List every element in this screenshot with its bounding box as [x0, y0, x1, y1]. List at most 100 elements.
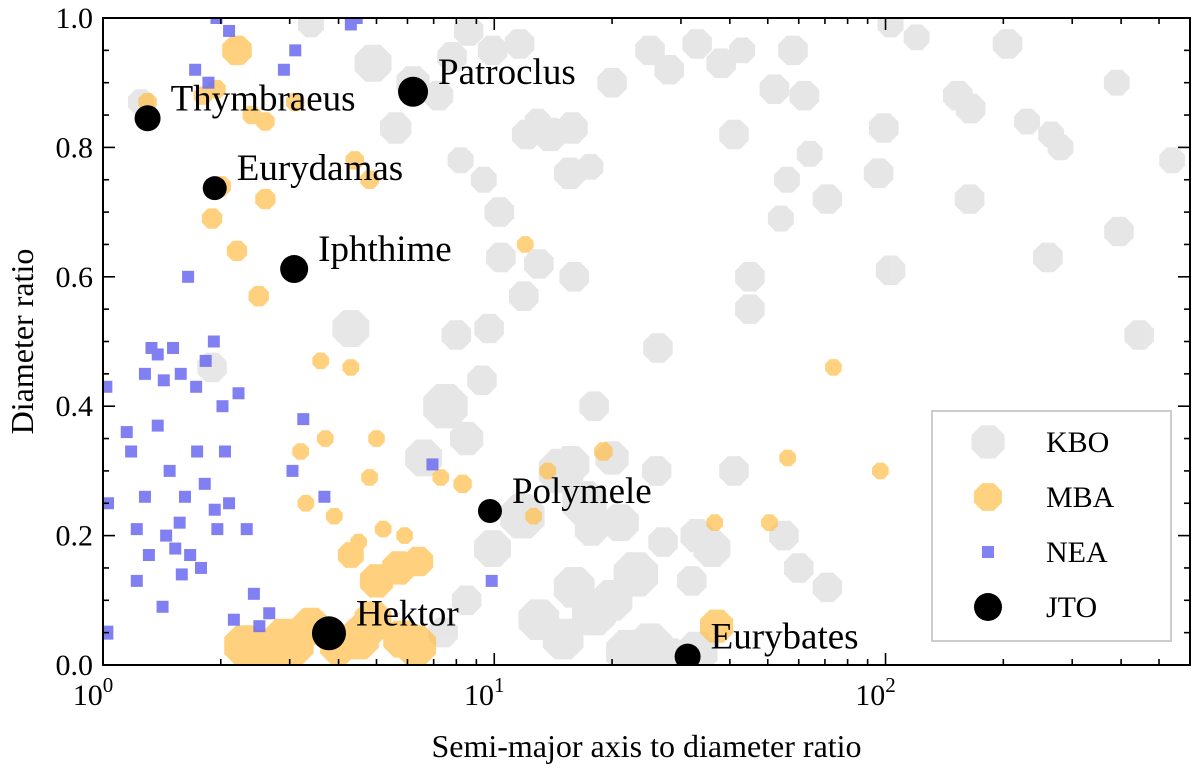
y-tick-label: 0.8	[56, 131, 94, 164]
kbo-point	[1033, 242, 1063, 273]
legend-label-mba: MBA	[1046, 481, 1115, 514]
kbo-point	[441, 320, 472, 350]
kbo-point	[453, 18, 484, 46]
kbo-point	[769, 520, 799, 551]
mba-point	[361, 469, 378, 486]
nea-point	[227, 613, 240, 626]
nea-point	[130, 523, 143, 536]
mba-point	[825, 359, 842, 376]
kbo-point	[423, 80, 454, 111]
mba-point	[594, 442, 613, 461]
nea-point	[130, 574, 143, 587]
kbo-point	[500, 494, 545, 539]
jto-label: Eurybates	[711, 617, 859, 658]
kbo-point	[542, 618, 584, 660]
kbo-point	[579, 391, 609, 421]
nea-series	[103, 18, 498, 640]
mba-point	[201, 208, 223, 229]
kbo-point	[654, 55, 684, 85]
nea-point	[350, 18, 363, 24]
mba-point	[700, 609, 734, 643]
mba-point	[395, 625, 437, 665]
mba-point	[539, 462, 557, 480]
jto-label: Patroclus	[438, 52, 576, 93]
nea-point	[173, 516, 186, 529]
axis-ticks	[102, 17, 1191, 666]
kbo-point	[812, 184, 843, 214]
legend: KBO MBA NEA JTO	[931, 410, 1172, 642]
kbo-point	[1159, 147, 1185, 174]
nea-point	[169, 542, 182, 555]
nea-point	[178, 490, 191, 503]
kbo-point	[437, 42, 467, 72]
mba-point	[396, 527, 413, 544]
y-tick-label: 0.2	[56, 520, 94, 553]
nea-point	[191, 445, 204, 458]
mba-point	[312, 352, 329, 370]
kbo-point	[682, 29, 712, 59]
nea-point	[240, 523, 253, 536]
jto-point	[280, 255, 309, 284]
kbo-point	[591, 580, 633, 621]
nea-point	[189, 63, 202, 76]
nea-point	[184, 549, 197, 562]
kbo-point	[524, 249, 554, 279]
jto-label: Polymele	[512, 471, 652, 512]
jto-point	[202, 176, 227, 201]
nea-point	[208, 503, 221, 516]
x-tick-label: 101	[464, 673, 505, 712]
nea-point	[142, 549, 155, 562]
jto-point	[311, 616, 346, 651]
nea-point	[218, 445, 231, 458]
nea-point	[198, 477, 211, 490]
kbo-point	[729, 37, 756, 64]
kbo-point	[1014, 108, 1040, 135]
nea-point	[199, 354, 212, 367]
kbo-point	[477, 35, 508, 66]
mba-point	[297, 494, 315, 512]
kbo-point	[559, 262, 589, 292]
nea-point	[138, 367, 151, 380]
x-axis-title: Semi-major axis to diameter ratio	[431, 728, 861, 764]
kbo-point	[643, 333, 673, 363]
mba-series	[138, 35, 889, 665]
mba-point	[368, 430, 385, 447]
kbo-point	[706, 48, 736, 79]
kbo-point	[1047, 134, 1074, 161]
kbo-point	[796, 140, 823, 167]
kbo-point	[504, 29, 535, 59]
nea-point	[167, 341, 180, 354]
nea-point	[120, 426, 133, 439]
nea-point	[163, 464, 176, 477]
y-axis-title: Diameter ratio	[4, 249, 40, 435]
kbo-point	[509, 281, 539, 311]
kbo-point	[877, 18, 904, 38]
nea-point	[318, 490, 331, 503]
kbo-point	[474, 313, 504, 344]
mba-point	[345, 151, 364, 170]
nea-point	[289, 44, 302, 57]
kbo-point	[869, 113, 899, 143]
x-tick-label: 100	[73, 673, 114, 712]
kbo-point	[484, 197, 515, 227]
kbo-point	[380, 112, 412, 144]
legend-box	[931, 410, 1172, 642]
kbo-point	[1103, 69, 1130, 96]
kbo-point	[784, 553, 814, 583]
kbo-point	[451, 585, 482, 616]
nea-point	[223, 497, 236, 510]
kbo-point	[789, 80, 820, 111]
nea-point	[277, 63, 290, 76]
mba-point	[337, 542, 364, 568]
mba-point	[286, 92, 305, 112]
mba-point	[317, 430, 334, 447]
nea-point	[182, 270, 195, 283]
kbo-point	[298, 18, 324, 38]
plot-points	[103, 18, 1185, 665]
jto-label: Eurydamas	[237, 148, 403, 189]
mba-point	[342, 359, 360, 376]
y-tick-label: 0.4	[56, 390, 94, 423]
y-tick-label: 0.6	[56, 261, 94, 294]
mba-point	[872, 462, 889, 480]
